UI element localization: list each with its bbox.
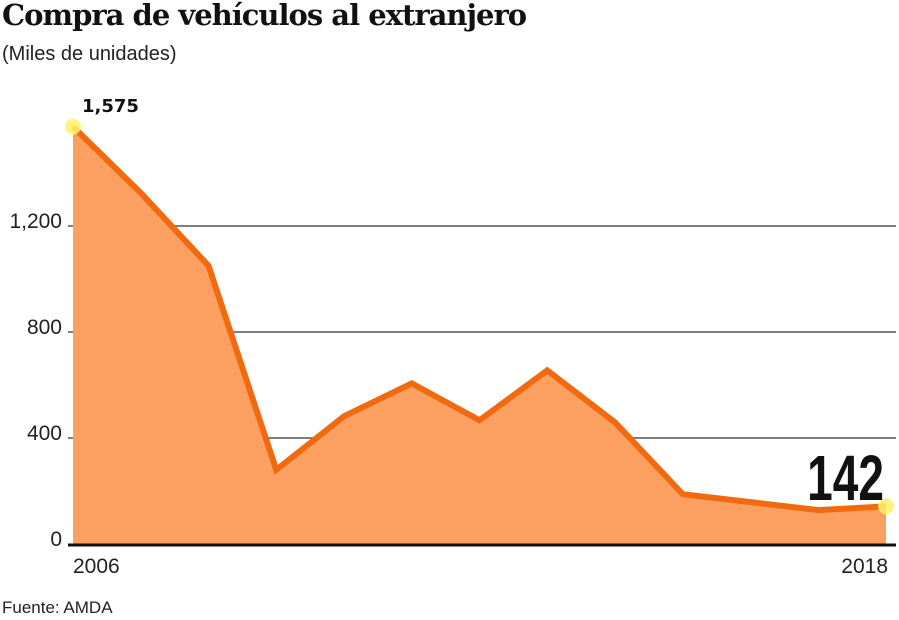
chart-title: Compra de vehículos al extranjero [2, 0, 527, 32]
data-line [70, 124, 887, 514]
x-tick-label: 2018 [841, 555, 888, 578]
chart-subtitle: (Miles de unidades) [2, 43, 177, 65]
end-marker [878, 498, 894, 515]
x-axis-labels: 2006 2018 [73, 555, 888, 578]
end-value-label: 142 [807, 443, 884, 514]
y-axis-ticks: 0 400 800 1,200 [9, 210, 62, 551]
y-tick-label: 800 [27, 316, 62, 339]
y-tick-label: 400 [27, 422, 62, 445]
source-note: Fuente: AMDA [2, 598, 113, 617]
y-tick-label: 0 [50, 528, 62, 551]
x-tick-label: 2006 [73, 555, 120, 578]
area-fill [73, 126, 886, 544]
y-tick-label: 1,200 [9, 210, 62, 233]
start-value-label: 1,575 [82, 96, 139, 117]
start-marker [65, 118, 81, 135]
